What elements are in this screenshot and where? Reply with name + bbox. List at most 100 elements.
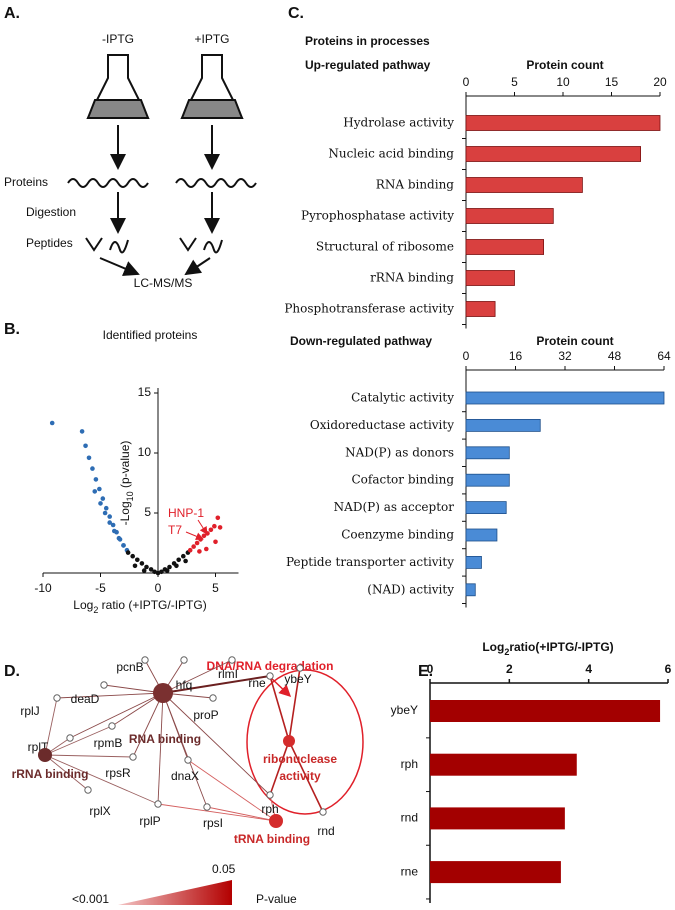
- y-tick-label: 15: [138, 385, 152, 399]
- data-point: [135, 557, 140, 563]
- bar: [465, 301, 496, 317]
- gene-label: rpsR: [105, 766, 131, 780]
- gene-label: dnaX: [171, 769, 199, 783]
- x-axis-label: Protein count: [526, 58, 603, 72]
- hub-label: rRNA binding: [12, 767, 89, 781]
- hub-label: RNA binding: [129, 732, 201, 746]
- network-edge: [132, 692, 164, 758]
- x-tick-label: -10: [34, 581, 52, 595]
- network-edge: [206, 806, 277, 822]
- panel-label: C.: [288, 5, 304, 22]
- annotation: T7: [168, 523, 182, 537]
- x-tick-label: 5: [511, 75, 518, 89]
- data-point: [102, 510, 108, 516]
- data-point: [107, 514, 112, 519]
- data-point: [121, 543, 126, 548]
- arrow: [99, 257, 140, 276]
- category-label: Structural of ribosome: [316, 240, 454, 254]
- flask-liquid: [180, 99, 244, 119]
- gene-label: deaD: [71, 692, 100, 706]
- category-label: ybeY: [391, 703, 418, 717]
- y-axis-label-part: -Log: [118, 501, 132, 525]
- peptide: [85, 237, 129, 254]
- x-tick-label: 6: [665, 662, 672, 676]
- data-point: [130, 553, 135, 559]
- category-label: Hydrolase activity: [343, 116, 454, 130]
- network-edge: [162, 692, 271, 796]
- x-axis-label: Protein count: [536, 334, 613, 348]
- data-point: [125, 550, 131, 555]
- y-axis-label-part: (p-value): [118, 441, 132, 492]
- y-axis-label: -Log10 (p-value): [118, 441, 135, 526]
- chart-title: Identified proteins: [103, 328, 198, 342]
- data-point: [93, 477, 99, 482]
- data-point: [152, 569, 157, 575]
- legend-high: 0.05: [212, 862, 236, 876]
- data-point: [215, 515, 221, 521]
- chart-subtitle: Up-regulated pathway: [305, 58, 431, 72]
- data-point: [174, 563, 179, 569]
- data-point: [176, 557, 181, 563]
- category-label: Coenzyme binding: [341, 528, 454, 542]
- hub-label: tRNA binding: [234, 832, 310, 846]
- hub-label: activity: [279, 769, 321, 783]
- gene-node: [108, 722, 116, 730]
- gene-node: [266, 791, 274, 799]
- x-tick-label: -5: [95, 581, 106, 595]
- x-tick-label: 4: [585, 662, 592, 676]
- network-edge: [69, 692, 164, 739]
- chart-title: Log2ratio(+IPTG/-IPTG): [482, 640, 613, 657]
- gene-node: [100, 681, 108, 689]
- panel-label: A.: [4, 5, 20, 22]
- chart-title-part: Log: [482, 640, 504, 654]
- bar: [465, 239, 544, 255]
- cluster-ring: [246, 669, 364, 815]
- network-edge: [44, 754, 89, 791]
- category-label: rph: [401, 757, 418, 771]
- data-point: [112, 528, 117, 534]
- network-edge: [269, 675, 290, 742]
- network-edge: [44, 754, 159, 805]
- legend-low: <0.001: [72, 892, 109, 906]
- x-tick-label: 16: [509, 349, 523, 363]
- x-tick-label: 5: [212, 581, 219, 595]
- gene-node: [184, 756, 192, 764]
- data-point: [213, 539, 218, 545]
- network-edge: [162, 675, 271, 694]
- category-label: rne: [401, 864, 419, 878]
- condition: -IPTG: [102, 32, 134, 46]
- data-point: [79, 429, 85, 434]
- data-point: [204, 546, 209, 552]
- data-point: [86, 455, 92, 461]
- gene-label: rnd: [317, 824, 334, 838]
- hub-node: [283, 735, 295, 747]
- x-tick-label: 48: [608, 349, 622, 363]
- data-point: [197, 549, 202, 554]
- data-point: [97, 486, 102, 492]
- network-edge: [56, 692, 164, 699]
- data-point: [208, 527, 214, 533]
- data-point: [139, 561, 145, 566]
- x-tick-label: 32: [558, 349, 572, 363]
- category-label: rnd: [401, 811, 418, 825]
- x-tick-label: 0: [463, 349, 470, 363]
- y-tick-label: 5: [144, 505, 151, 519]
- y-axis-label-part: 10: [125, 491, 135, 501]
- data-point: [110, 522, 116, 528]
- hub-label: ribonuclease: [263, 752, 337, 766]
- data-point: [217, 525, 223, 530]
- output: LC-MS/MS: [134, 276, 193, 290]
- bar: [465, 270, 515, 286]
- network-edge: [157, 803, 277, 822]
- network-edge: [187, 759, 277, 822]
- gene-node: [180, 656, 188, 664]
- x-axis-label-part: ratio (+IPTG/-IPTG): [98, 598, 206, 612]
- bar: [430, 861, 561, 884]
- gene-label: rpmB: [94, 736, 123, 750]
- panel-label: E.: [418, 663, 433, 680]
- category-label: NAD(P) as acceptor: [334, 500, 455, 514]
- data-point: [144, 564, 149, 570]
- workflow: -IPTG +IPTG Proteins Digestion Peptides …: [4, 32, 257, 290]
- gene-label: rplX: [89, 804, 110, 818]
- x-tick-label: 20: [653, 75, 667, 89]
